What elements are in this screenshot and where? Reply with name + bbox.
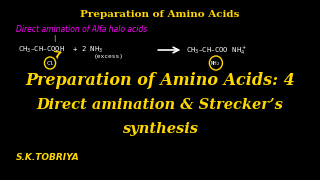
Text: S.K.TOBRIYA: S.K.TOBRIYA xyxy=(16,153,79,162)
Text: Preparation of Amino Acids: Preparation of Amino Acids xyxy=(80,10,240,19)
Text: Cl: Cl xyxy=(46,60,54,66)
Text: (excess): (excess) xyxy=(94,54,124,59)
Text: CH$_3$–CH–COOH  + 2 NH$_3$: CH$_3$–CH–COOH + 2 NH$_3$ xyxy=(18,45,104,55)
Text: Direct amination of Alfa halo acids: Direct amination of Alfa halo acids xyxy=(16,25,147,34)
Text: |: | xyxy=(53,35,56,42)
Text: Preparation of Amino Acids: 4: Preparation of Amino Acids: 4 xyxy=(25,72,295,89)
Text: synthesis: synthesis xyxy=(122,122,198,136)
Text: CH$_3$–CH–COO NH$_4^+$: CH$_3$–CH–COO NH$_4^+$ xyxy=(186,45,247,57)
Text: NH₂: NH₂ xyxy=(211,60,221,66)
Text: Direct amination & Strecker’s: Direct amination & Strecker’s xyxy=(36,98,284,112)
